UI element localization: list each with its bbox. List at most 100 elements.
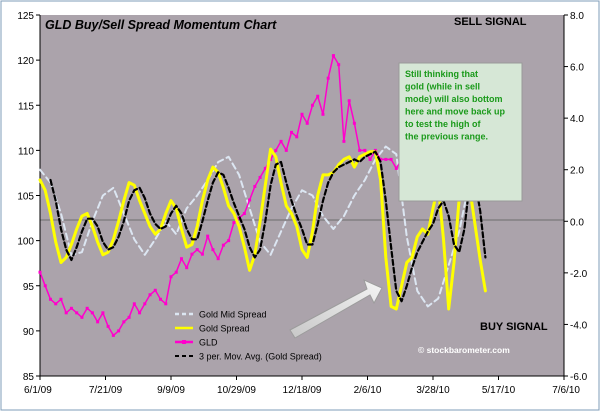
gld-point [263, 166, 267, 170]
legend-label: Gold Mid Spread [199, 310, 267, 320]
gld-point [368, 157, 372, 161]
gld-point [138, 311, 142, 315]
buy-signal-label: BUY SIGNAL [480, 321, 548, 333]
legend: Gold Mid Spread Gold Spread GLD 3 per. Mov.… [175, 310, 322, 362]
gld-point [227, 239, 231, 243]
gld-point [54, 302, 58, 306]
gld-point [148, 293, 152, 297]
left-tick-label: 95 [23, 282, 35, 293]
gld-point [190, 252, 194, 256]
left-tick-label: 100 [17, 237, 34, 248]
note-line: to test the high of [405, 119, 481, 129]
right-tick-label: -2.0 [570, 269, 588, 280]
series-line-gold-mid-spread [39, 145, 487, 308]
gld-point [258, 175, 262, 179]
x-tick-label: 12/18/09 [283, 385, 322, 396]
series-line-3-per-mov-avg-gold-spread [49, 150, 487, 303]
x-tick-label: 7/21/09 [89, 385, 123, 396]
gld-point [48, 297, 52, 301]
right-tick-label: 0.0 [570, 217, 584, 228]
gld-point [290, 130, 294, 134]
legend-marker [182, 340, 186, 344]
gld-point [75, 311, 79, 315]
gld-point [101, 311, 105, 315]
gld-point [305, 121, 309, 125]
gld-point [216, 257, 220, 261]
gld-point [117, 329, 121, 333]
gld-point [211, 248, 215, 252]
gld-point [169, 275, 173, 279]
x-tick-label: 2/6/10 [354, 385, 382, 396]
right-tick-label: 8.0 [570, 11, 584, 22]
left-tick-label: 115 [18, 101, 34, 112]
x-tick-label: 3/28/10 [416, 385, 450, 396]
gld-point [232, 221, 236, 225]
gld-point [337, 63, 341, 67]
right-tick-label: -6.0 [570, 372, 588, 383]
gld-point [221, 243, 225, 247]
chart-title: GLD Buy/Sell Spread Momentum Chart [45, 18, 277, 32]
left-axis-ticks: 85 90 95 100 105 110 115 120 125 [17, 11, 40, 383]
left-tick-label: 120 [17, 56, 34, 67]
gld-point [347, 99, 351, 103]
gld-point [394, 166, 398, 170]
gld-point [331, 54, 335, 58]
right-tick-label: 2.0 [570, 166, 584, 177]
gld-point [179, 257, 183, 261]
gld-point [59, 297, 63, 301]
gld-point [80, 315, 84, 319]
gld-point [164, 302, 168, 306]
gld-point [248, 198, 252, 202]
gld-point [153, 288, 157, 292]
legend-label: GLD [199, 338, 218, 348]
gld-point [200, 252, 204, 256]
gld-point [122, 320, 126, 324]
gld-point [358, 148, 362, 152]
left-tick-label: 110 [18, 146, 34, 157]
gld-point [274, 148, 278, 152]
note-box [398, 62, 523, 202]
gld-point [132, 302, 136, 306]
gld-point [106, 324, 110, 328]
right-tick-label: 6.0 [570, 63, 584, 74]
left-tick-label: 125 [17, 11, 34, 22]
gld-point [143, 302, 147, 306]
x-tick-label: 10/29/09 [217, 385, 256, 396]
legend-label: 3 per. Mov. Avg. (Gold Spread) [199, 352, 322, 362]
series-line-gold-spread [38, 147, 487, 311]
note-text: Still thinking that gold (while in sell mo… [405, 69, 506, 142]
watermark: © stockbarometer.com [418, 345, 510, 355]
right-tick-label: -4.0 [570, 320, 588, 331]
gld-point [43, 284, 47, 288]
legend-label: Gold Spread [199, 324, 250, 334]
gld-point [389, 157, 393, 161]
gld-point [38, 270, 42, 274]
right-tick-label: 4.0 [570, 114, 584, 125]
right-axis-ticks: -6.0 -4.0 -2.0 0.0 2.0 4.0 6.0 8.0 [564, 11, 588, 383]
note-line: Still thinking that [405, 69, 478, 79]
note-line: gold (while in sell [405, 82, 480, 92]
note-line: here and move back up [405, 107, 506, 117]
gld-point [300, 112, 304, 116]
x-tick-label: 7/6/10 [552, 385, 580, 396]
gld-point [253, 184, 257, 188]
x-tick-label: 6/1/09 [24, 385, 52, 396]
sell-signal-label: SELL SIGNAL [454, 16, 527, 28]
x-tick-label: 9/9/09 [157, 385, 185, 396]
x-tick-label: 5/17/10 [482, 385, 516, 396]
gld-point [326, 76, 330, 80]
gld-point [206, 234, 210, 238]
left-tick-label: 105 [17, 192, 34, 203]
gld-point [85, 306, 89, 310]
gld-point [384, 157, 388, 161]
gld-point [111, 333, 115, 337]
gld-point [295, 135, 299, 139]
gld-point [159, 297, 163, 301]
note-line: the previous range. [405, 132, 488, 142]
gld-point [310, 103, 314, 107]
gld-point [279, 139, 283, 143]
gld-point [185, 266, 189, 270]
gld-point [363, 148, 367, 152]
